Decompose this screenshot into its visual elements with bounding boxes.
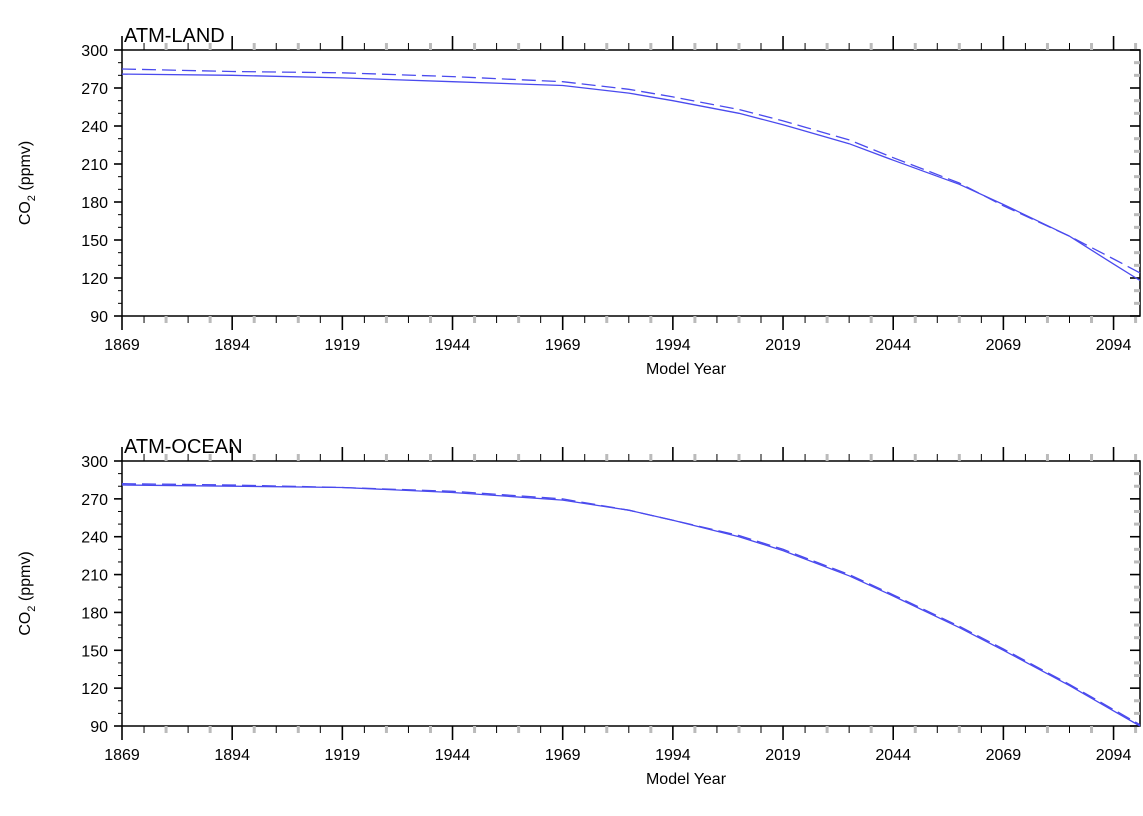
plot-frame [121, 49, 1141, 317]
x-tick-label: 1919 [325, 337, 361, 354]
x-tick-label: 1944 [435, 747, 471, 764]
y-axis-title-subscript: 2 [26, 606, 38, 612]
y-tick-label: 90 [90, 719, 108, 736]
y-axis-title-subscript: 2 [26, 195, 38, 201]
y-tick-label: 300 [81, 43, 108, 60]
chart-panel-atm-ocean: ATM-OCEAN 1869 1894 1919 1944 1969 1994 2019 204… [17, 436, 1141, 788]
y-axis-title: CO2 (ppmv) [17, 141, 38, 225]
y-tick-label: 210 [81, 568, 108, 585]
y-axis-title-main: CO [17, 201, 34, 225]
x-tick-label: 2044 [875, 337, 911, 354]
x-tick-label: 2019 [765, 747, 801, 764]
plot-frame [121, 460, 1141, 727]
y-tick-label: 240 [81, 530, 108, 547]
y-axis-title-unit: (ppmv) [17, 141, 34, 195]
x-tick-label: 2044 [875, 747, 911, 764]
x-tick-label: 1869 [104, 747, 140, 764]
series-line-solid [121, 73, 1141, 282]
x-tick-label: 1969 [545, 337, 581, 354]
panel-title: ATM-OCEAN [124, 436, 243, 458]
x-tick-label: 2069 [986, 337, 1022, 354]
y-tick-label: 180 [81, 605, 108, 622]
y-tick-label: 300 [81, 454, 108, 471]
y-axis-title-unit: (ppmv) [17, 551, 34, 605]
y-tick-label: 120 [81, 681, 108, 698]
x-tick-label: 1994 [655, 337, 691, 354]
y-tick-label: 210 [81, 157, 108, 174]
x-axis-title: Model Year [646, 771, 727, 788]
x-tick-label: 1969 [545, 747, 581, 764]
x-tick-label: 1894 [214, 747, 250, 764]
y-tick-label: 90 [90, 309, 108, 326]
x-tick-label: 2094 [1096, 747, 1132, 764]
y-tick-label: 150 [81, 643, 108, 660]
x-tick-label: 1944 [435, 337, 471, 354]
y-tick-label: 120 [81, 271, 108, 288]
x-tick-label: 1919 [325, 747, 361, 764]
y-tick-label: 270 [81, 81, 108, 98]
y-tick-label: 180 [81, 195, 108, 212]
y-tick-label: 150 [81, 233, 108, 250]
series-line-dashed [121, 483, 1141, 726]
x-tick-label: 2094 [1096, 337, 1132, 354]
y-tick-label: 240 [81, 119, 108, 136]
x-tick-label: 1894 [214, 337, 250, 354]
chart-panel-atm-land: ATM-LAND 1869 1894 1919 1944 1969 1994 2019 2044… [17, 25, 1141, 378]
panel-title: ATM-LAND [124, 25, 225, 47]
x-tick-label: 1869 [104, 337, 140, 354]
series-line-solid [121, 484, 1141, 727]
x-tick-label: 2069 [986, 747, 1022, 764]
x-tick-label: 1994 [655, 747, 691, 764]
x-axis-title: Model Year [646, 361, 727, 378]
y-tick-label: 270 [81, 492, 108, 509]
y-axis-title: CO2 (ppmv) [17, 551, 38, 635]
series-line-dashed [121, 68, 1141, 274]
x-tick-label: 2019 [765, 337, 801, 354]
y-axis-title-main: CO [17, 612, 34, 636]
